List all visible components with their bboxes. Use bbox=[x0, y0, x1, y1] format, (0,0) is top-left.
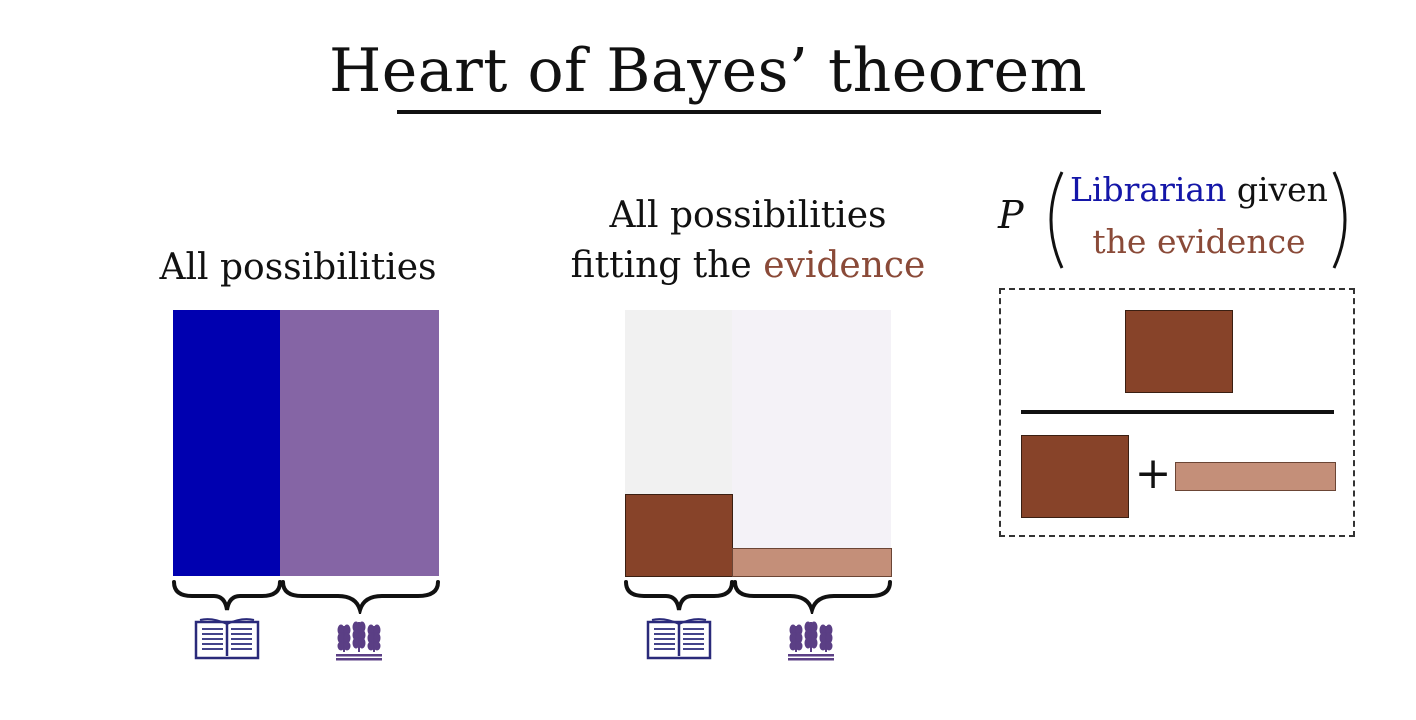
middle-braces bbox=[624, 580, 892, 614]
probability-p: P bbox=[998, 193, 1024, 237]
all-possibilities-label: All possibilities bbox=[159, 247, 437, 288]
fitting-the-text: fitting the bbox=[570, 245, 764, 286]
denominator-librarian-rect bbox=[1021, 435, 1129, 518]
fraction-bar bbox=[1021, 410, 1334, 414]
wheat-icon bbox=[788, 621, 834, 661]
denominator-farmer-rect bbox=[1175, 462, 1336, 491]
librarians-fitting-evidence bbox=[625, 494, 733, 577]
book-icon bbox=[646, 618, 712, 660]
page-title: Heart of Bayes’ theorem bbox=[328, 36, 1088, 106]
the-evidence-line: the evidence bbox=[1092, 222, 1306, 261]
faded-farmer-area bbox=[732, 310, 891, 576]
plus-sign: + bbox=[1134, 448, 1172, 499]
book-icon bbox=[194, 618, 260, 660]
farmers-fitting-evidence bbox=[732, 548, 892, 577]
left-paren bbox=[1049, 171, 1064, 269]
librarian-area bbox=[173, 310, 280, 576]
left-braces bbox=[172, 580, 440, 614]
formula-box bbox=[999, 288, 1355, 537]
numerator-rect bbox=[1125, 310, 1233, 393]
wheat-icon bbox=[336, 621, 382, 661]
given-word: given bbox=[1226, 170, 1328, 209]
right-paren bbox=[1332, 171, 1347, 269]
librarian-given-line: Librarian given bbox=[1064, 166, 1334, 214]
farmer-area bbox=[280, 310, 439, 576]
all-possibilities-line: All possibilities bbox=[609, 195, 887, 236]
fitting-evidence-line: fitting the evidence bbox=[560, 242, 936, 290]
librarian-word: Librarian bbox=[1070, 170, 1227, 209]
title-underline bbox=[397, 110, 1101, 114]
evidence-word: evidence bbox=[763, 245, 926, 286]
